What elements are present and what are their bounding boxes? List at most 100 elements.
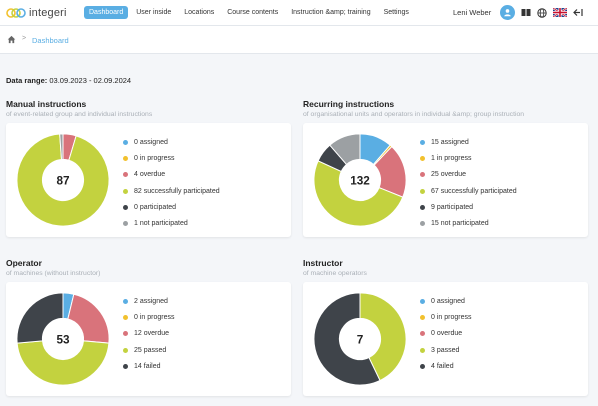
legend-label: passed [436,346,460,354]
user-name[interactable]: Leni Weber [453,8,492,17]
chart-legend: 15 assigned 1 in progress 25 overdue 67 suc… [420,134,517,232]
legend-value: 1 [431,154,435,162]
donut-center [339,159,381,201]
legend-item-successfully-participated: 67 successfully participated [420,183,517,199]
stats-card: 87 0 assigned 0 in progress 4 overdue 82 su… [6,123,291,237]
donut-chart: 53 [16,292,110,386]
legend-label: in progress [139,313,175,321]
stats-card: 7 0 assigned 0 in progress 0 overdue 3 pass… [303,282,588,396]
chart-legend: 0 assigned 0 in progress 4 overdue 82 succe… [123,134,220,232]
legend-value: 0 [431,313,435,321]
nav-item-user-inside[interactable]: User inside [136,9,172,16]
section-subtitle: of machines (without instructor) [6,270,101,277]
breadcrumb-dashboard-link[interactable]: Dashboard [32,36,69,45]
donut-chart: 132 [313,133,407,227]
legend-item-assigned: 0 assigned [123,134,220,150]
section-subtitle: of machine operators [303,270,367,277]
legend-value: 0 [134,138,138,146]
uk-flag-icon[interactable] [553,8,567,17]
legend-color-dot [420,155,425,161]
user-avatar-icon[interactable] [500,5,515,20]
legend-label: overdue [440,171,467,179]
book-icon[interactable] [521,8,531,17]
legend-item-overdue: 0 overdue [420,326,472,342]
section-subtitle: of organisational units and operators in… [303,111,525,118]
legend-label: failed [436,362,454,370]
legend-color-dot [420,347,425,353]
legend-item-not-participated: 15 not participated [420,215,517,231]
home-icon[interactable] [7,35,16,46]
legend-color-dot [123,331,128,337]
section-title: Instructor [303,258,343,268]
section-title: Manual instructions [6,99,87,109]
legend-color-dot [420,314,425,320]
legend-item-successfully-participated: 82 successfully participated [123,183,220,199]
legend-label: participated [139,203,177,211]
legend-value: 15 [431,138,439,146]
legend-label: assigned [139,297,168,305]
legend-label: in progress [436,313,472,321]
date-range: Data range: 03.09.2023 - 02.09.2024 [6,76,131,85]
legend-label: participated [436,203,474,211]
top-navigation-bar: integeri Dashboard User inside Locations Co… [0,0,598,26]
legend-label: overdue [143,330,170,338]
nav-item-settings[interactable]: Settings [383,9,409,16]
donut-center [339,318,381,360]
app-name: integeri [29,7,67,19]
nav-item-locations[interactable]: Locations [184,9,215,16]
legend-label: assigned [139,138,168,146]
section-title: Operator [6,258,42,268]
nav-item-course-contents[interactable]: Course contents [227,9,279,16]
donut-total-value: 132 [350,174,370,187]
legend-value: 12 [134,330,142,338]
legend-item-failed: 14 failed [123,358,175,374]
legend-value: 0 [431,297,435,305]
donut-chart: 7 [313,292,407,386]
legend-item-participated: 0 participated [123,199,220,215]
nav-item-instruction-amp-training[interactable]: Instruction &amp; training [291,9,371,16]
legend-color-dot [123,204,128,210]
legend-label: successfully participated [440,187,517,195]
legend-color-dot [123,188,128,194]
globe-icon[interactable] [537,7,547,18]
legend-value: 9 [431,203,435,211]
legend-value: 25 [431,171,439,179]
legend-color-dot [420,363,425,369]
legend-item-participated: 9 participated [420,199,517,215]
chart-legend: 0 assigned 0 in progress 0 overdue 3 passed… [420,293,472,374]
legend-item-passed: 3 passed [420,342,472,358]
chart-legend: 2 assigned 0 in progress 12 overdue 25 pass… [123,293,175,374]
logout-icon[interactable] [573,8,584,17]
legend-item-overdue: 25 overdue [420,167,517,183]
legend-color-dot [420,298,425,304]
legend-value: 25 [134,346,142,354]
legend-label: in progress [436,154,472,162]
legend-color-dot [123,347,128,353]
legend-color-dot [123,221,128,227]
legend-label: not participated [440,220,489,228]
legend-value: 1 [134,220,138,228]
main-nav: Dashboard User inside Locations Course cont… [84,6,417,19]
legend-color-dot [123,363,128,369]
legend-value: 0 [134,154,138,162]
logo-rings-icon [6,7,26,19]
app-logo[interactable]: integeri [6,5,67,21]
legend-label: failed [143,362,161,370]
breadcrumb: > Dashboard [0,26,598,54]
legend-value: 3 [431,346,435,354]
legend-item-in-progress: 0 in progress [123,150,220,166]
date-range-label: Data range: [6,76,48,85]
legend-color-dot [420,172,425,178]
legend-label: passed [143,346,167,354]
legend-item-in-progress: 0 in progress [123,309,175,325]
instructor-section: Instructor of machine operators 7 0 assi… [303,258,593,396]
operator-section: Operator of machines (without instructor… [6,258,296,396]
legend-value: 0 [134,203,138,211]
legend-color-dot [123,155,128,161]
legend-value: 82 [134,187,142,195]
nav-item-dashboard[interactable]: Dashboard [84,6,129,19]
recurring-instructions-section: Recurring instructions of organisational… [303,99,593,237]
legend-item-passed: 25 passed [123,342,175,358]
legend-value: 4 [431,362,435,370]
legend-item-assigned: 15 assigned [420,134,517,150]
